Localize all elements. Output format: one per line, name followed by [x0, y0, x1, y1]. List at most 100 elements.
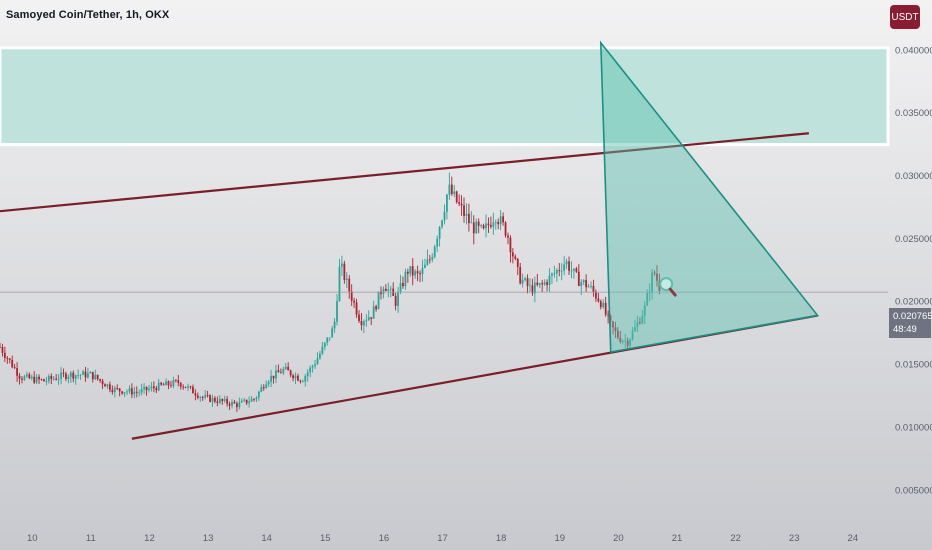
candle-body: [74, 375, 77, 379]
candle-body: [497, 222, 500, 225]
candle-body: [631, 331, 634, 340]
candle-body: [33, 376, 36, 383]
candle-body: [55, 378, 58, 380]
candle-body: [91, 371, 94, 380]
candle-body: [621, 340, 624, 342]
candle-body: [353, 300, 356, 303]
candle-body: [541, 283, 544, 285]
candle-body: [382, 288, 385, 294]
candle-body: [160, 382, 163, 385]
candle-body: [533, 282, 536, 294]
candle-body: [399, 283, 402, 293]
candle-body: [485, 223, 487, 229]
candle-body: [529, 285, 531, 287]
candle-body: [0, 346, 1, 348]
candle-body: [304, 375, 307, 382]
candle-body: [201, 397, 204, 398]
candle-body: [13, 367, 16, 369]
x-tick-label: 10: [27, 533, 38, 544]
candle-body: [543, 282, 546, 285]
candle-body: [65, 373, 67, 379]
candle-body: [60, 372, 62, 379]
candle-body: [336, 301, 338, 322]
candle-body: [519, 266, 522, 284]
candle-body: [570, 270, 573, 272]
candle-body: [79, 374, 82, 376]
candle-body: [23, 376, 26, 380]
candle-body: [441, 220, 443, 228]
y-tick-label: 0.030000: [895, 171, 932, 182]
candle-body: [113, 388, 116, 393]
candle-body: [521, 279, 524, 284]
candle-body: [319, 353, 321, 359]
candle-body: [50, 376, 53, 379]
candle-body: [297, 375, 299, 381]
candle-body: [397, 292, 399, 306]
candle-body: [267, 381, 270, 385]
y-tick-label: 0.040000: [895, 45, 932, 56]
candle-body: [394, 295, 397, 306]
candle-body: [526, 278, 529, 286]
candle-body: [590, 285, 592, 287]
candle-body: [477, 221, 480, 226]
candle-body: [531, 285, 534, 294]
candle-body: [109, 384, 111, 390]
candle-body: [52, 378, 55, 380]
candle-body: [194, 393, 197, 396]
candle-body: [511, 252, 514, 257]
candle-body: [602, 302, 605, 308]
candle-body: [321, 346, 324, 354]
candle-body: [11, 359, 14, 368]
candle-body: [243, 399, 246, 401]
candle-body: [126, 391, 128, 393]
candle-body: [35, 376, 38, 383]
candle-body: [643, 305, 646, 316]
candle-body: [634, 327, 636, 332]
candle-body: [656, 273, 658, 281]
candle-body: [509, 237, 512, 253]
candle-body: [289, 370, 292, 376]
candle-body: [555, 270, 558, 274]
candle-body: [3, 352, 6, 358]
candle-body: [624, 340, 627, 342]
supply-zone: [0, 46, 890, 147]
candle-body: [516, 258, 519, 267]
currency-badge[interactable]: USDT: [890, 5, 920, 29]
candle-body: [245, 399, 248, 404]
candle-body: [468, 213, 470, 224]
candle-body: [599, 301, 602, 308]
candle-body: [299, 380, 302, 382]
candle-body: [577, 271, 580, 286]
candle-body: [262, 387, 265, 389]
candle-body: [157, 382, 160, 391]
candle-body: [480, 225, 483, 226]
candle-body: [538, 283, 541, 285]
candle-body: [228, 403, 231, 406]
candle-body: [380, 291, 382, 294]
candle-body: [231, 402, 233, 406]
candle-body: [84, 371, 87, 378]
candle-body: [165, 381, 167, 386]
candle-body: [568, 261, 570, 271]
candle-body: [240, 400, 243, 403]
x-tick-label: 21: [672, 533, 683, 544]
candle-body: [409, 266, 412, 274]
y-tick-label: 0.010000: [895, 422, 932, 433]
candle-body: [389, 288, 392, 290]
candle-body: [641, 315, 644, 324]
candle-body: [250, 398, 253, 402]
candle-body: [104, 384, 106, 387]
candle-body: [211, 397, 214, 402]
x-tick-label: 11: [86, 533, 96, 544]
candle-body: [192, 386, 194, 394]
candle-body: [8, 358, 11, 360]
candle-body: [404, 271, 407, 287]
candle-body: [609, 315, 612, 322]
y-tick-label: 0.035000: [895, 108, 932, 119]
y-tick-label: 0.015000: [895, 360, 932, 371]
candle-body: [465, 213, 468, 216]
candle-body: [143, 386, 145, 390]
magnifier-icon: [659, 277, 674, 292]
current-price-value: 0.020765: [893, 311, 932, 322]
